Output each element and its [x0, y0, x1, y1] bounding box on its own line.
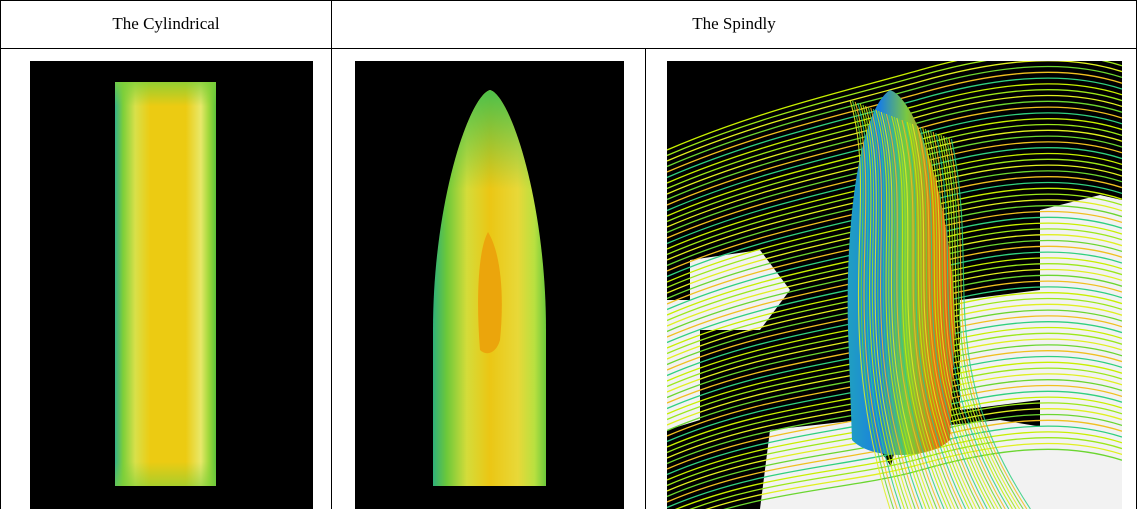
- cylinder-image: [30, 61, 313, 509]
- page: The Cylindrical The Spindly (() => { con…: [0, 0, 1137, 509]
- spindle-image: [355, 61, 624, 509]
- header-cell: The Cylindrical: [112, 14, 219, 33]
- streamline-image: [667, 49, 1122, 509]
- figure-table: The Cylindrical The Spindly: [0, 0, 1137, 509]
- header-cell: The Spindly: [692, 14, 776, 33]
